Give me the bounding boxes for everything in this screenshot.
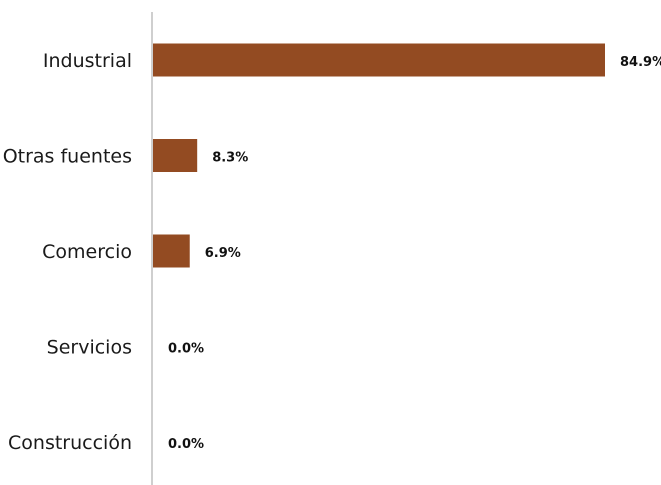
value-label: 8.3% xyxy=(212,151,248,166)
category-label: Comercio xyxy=(42,241,132,263)
value-label: 0.0% xyxy=(168,342,204,357)
category-labels-group: Industrial Otras fuentes Comercio Servicios… xyxy=(3,50,132,454)
value-label: 84.9% xyxy=(620,55,661,70)
bars-group xyxy=(153,43,605,268)
value-label: 6.9% xyxy=(205,246,241,261)
category-label: Servicios xyxy=(47,337,132,359)
category-label: Construcción xyxy=(8,432,132,454)
category-label: Industrial xyxy=(43,50,132,72)
bar xyxy=(153,139,198,172)
bar xyxy=(153,43,605,77)
bar xyxy=(153,234,190,268)
value-labels-group: 84.9% 8.3% 6.9% 0.0% 0.0% xyxy=(168,55,661,452)
category-label: Otras fuentes xyxy=(3,146,132,168)
value-label: 0.0% xyxy=(168,437,204,452)
